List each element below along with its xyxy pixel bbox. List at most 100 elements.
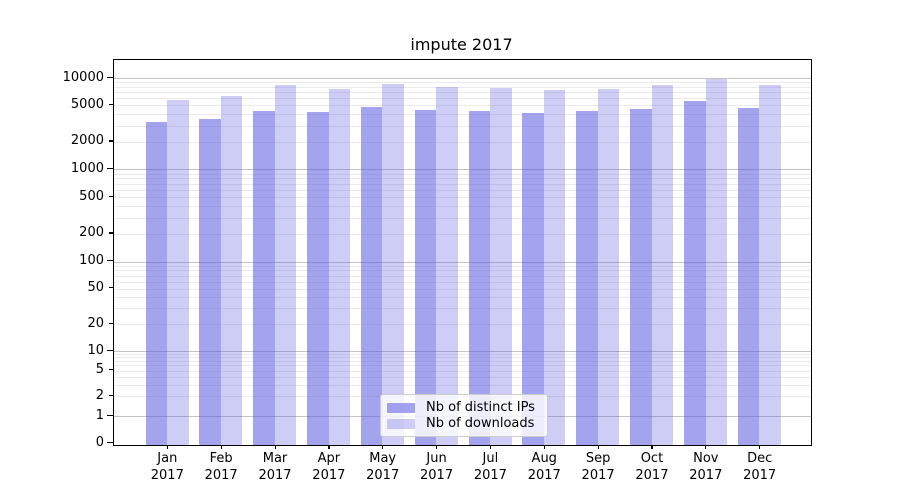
bar-downloads-mar — [274, 85, 297, 445]
gridline-minor — [114, 197, 811, 199]
gridline-major — [114, 169, 811, 171]
x-tick-mark — [705, 445, 707, 449]
y-tick-mark — [107, 414, 113, 416]
bar-downloads-may — [382, 83, 404, 445]
bar-downloads-sep — [597, 89, 620, 445]
gridline-minor — [114, 376, 811, 378]
y-tick-mark — [107, 260, 113, 262]
legend: Nb of distinct IPs Nb of downloads — [380, 394, 548, 437]
gridline-minor — [114, 281, 811, 283]
gridline-minor — [114, 98, 811, 100]
x-tick-label: Dec 2017 — [743, 451, 777, 483]
gridline-major — [114, 78, 811, 79]
bar-distinct-ips-jan — [145, 121, 167, 445]
x-tick-mark — [597, 445, 599, 449]
y-tick-label: 500 — [79, 188, 104, 204]
gridline-minor — [114, 361, 811, 363]
x-tick-mark — [274, 445, 276, 449]
bar-downloads-aug — [543, 89, 566, 445]
bar-distinct-ips-dec — [737, 107, 760, 445]
y-tick-label: 10000 — [62, 69, 104, 85]
x-tick-label: Aug 2017 — [527, 451, 561, 483]
y-tick-mark — [109, 232, 113, 234]
y-tick-label: 1 — [95, 407, 104, 423]
gridline-minor — [114, 82, 811, 84]
bar-distinct-ips-jun — [414, 110, 437, 445]
gridline-minor — [114, 370, 811, 372]
bar-distinct-ips-may — [360, 106, 383, 445]
x-tick-mark — [436, 445, 438, 449]
y-tick-mark — [109, 103, 113, 106]
x-tick-label: Jul 2017 — [473, 451, 507, 483]
y-tick-mark — [109, 369, 113, 371]
x-tick-label: Mar 2017 — [258, 451, 292, 483]
y-tick-mark — [109, 140, 113, 142]
x-tick-mark — [489, 445, 492, 449]
x-tick-mark — [166, 445, 168, 449]
plot-area: Nb of distinct IPs Nb of downloads — [113, 59, 812, 446]
gridline-minor — [114, 357, 811, 359]
gridline-major — [114, 351, 811, 352]
gridline-minor — [114, 365, 811, 367]
y-tick-label: 50 — [87, 280, 104, 296]
gridline-minor — [114, 275, 811, 277]
gridline-minor — [114, 265, 811, 267]
gridline-minor — [114, 206, 811, 208]
x-tick-label: Jun 2017 — [420, 451, 454, 483]
gridline-minor — [114, 183, 811, 185]
x-tick-label: Oct 2017 — [635, 451, 669, 483]
gridline-minor — [114, 270, 811, 272]
bar-downloads-oct — [651, 85, 674, 445]
legend-item-distinct-ips: Nb of distinct IPs — [387, 400, 539, 415]
gridline-minor — [114, 297, 811, 299]
x-tick-label: Nov 2017 — [689, 451, 723, 483]
x-tick-mark — [759, 445, 761, 449]
gridline-minor — [114, 353, 811, 355]
x-tick-label: Sep 2017 — [581, 451, 615, 483]
y-tick-mark — [109, 287, 113, 289]
y-tick-label: 20 — [87, 315, 104, 331]
y-tick-label: 0 — [95, 435, 104, 451]
gridline-minor — [114, 114, 811, 116]
y-tick-label: 200 — [79, 225, 104, 241]
gridline-minor — [114, 105, 811, 107]
bar-distinct-ips-aug — [522, 112, 544, 445]
gridline-minor — [114, 233, 811, 235]
y-tick-mark — [107, 442, 113, 444]
bar-distinct-ips-feb — [199, 118, 221, 445]
legend-swatch-downloads — [387, 418, 415, 429]
bar-distinct-ips-sep — [576, 111, 598, 445]
y-tick-label: 5000 — [70, 96, 104, 112]
gridline-minor — [114, 308, 811, 310]
x-tick-mark — [382, 445, 384, 449]
x-tick-label: Apr 2017 — [312, 451, 346, 483]
x-tick-mark — [543, 445, 545, 449]
gridline-major — [114, 261, 811, 263]
bar-distinct-ips-apr — [307, 111, 329, 445]
gridline-minor — [114, 288, 811, 290]
bar-downloads-dec — [759, 84, 781, 445]
x-tick-mark — [651, 445, 653, 449]
y-tick-label: 1000 — [70, 160, 104, 176]
bar-downloads-feb — [220, 96, 243, 445]
bar-distinct-ips-nov — [684, 100, 706, 445]
legend-item-downloads: Nb of downloads — [387, 416, 539, 431]
y-tick-label: 100 — [79, 253, 104, 269]
bar-distinct-ips-oct — [630, 108, 652, 445]
gridline-minor — [114, 173, 811, 175]
x-tick-label: May 2017 — [366, 451, 400, 483]
gridline-minor — [114, 189, 811, 191]
chart-title: impute 2017 — [410, 35, 513, 54]
gridline-minor — [114, 324, 811, 326]
bar-downloads-jul — [490, 88, 512, 445]
x-tick-label: Jan 2017 — [150, 451, 184, 483]
gridline-minor — [114, 86, 811, 88]
y-tick-label: 2000 — [70, 133, 104, 149]
y-tick-mark — [109, 322, 113, 324]
y-tick-label: 5 — [95, 362, 104, 378]
y-tick-mark — [107, 167, 113, 169]
bar-downloads-apr — [328, 89, 351, 445]
bar-distinct-ips-mar — [253, 111, 275, 445]
legend-swatch-distinct-ips — [387, 402, 415, 413]
